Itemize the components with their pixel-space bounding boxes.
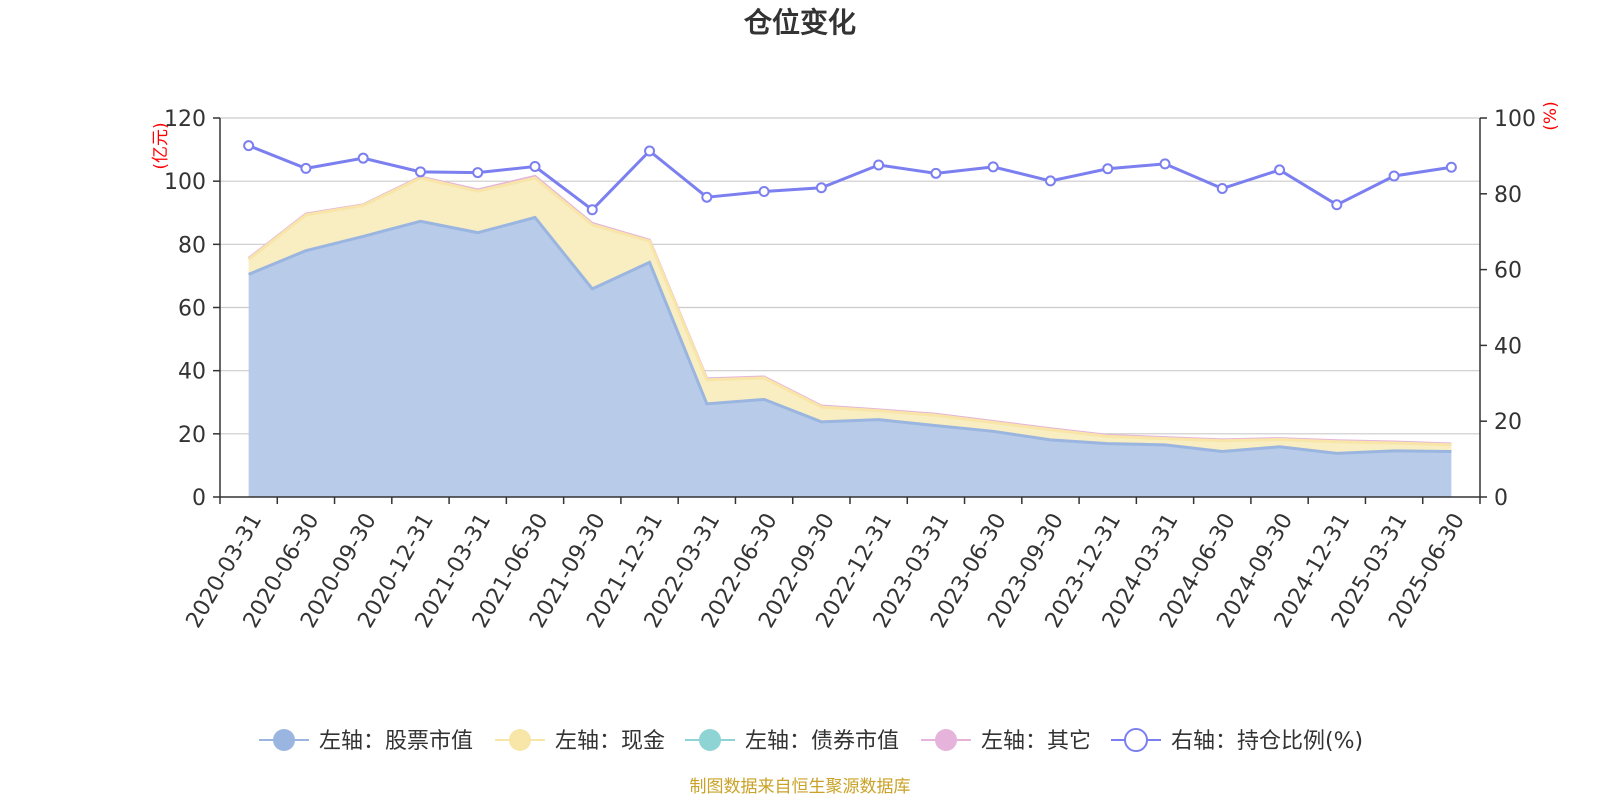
legend-marker bbox=[699, 729, 721, 751]
right-axis-tick-label: 0 bbox=[1494, 486, 1508, 511]
left-axis-tick-label: 0 bbox=[192, 486, 206, 511]
left-axis-tick-label: 60 bbox=[178, 297, 206, 322]
ratio-point bbox=[1331, 199, 1343, 211]
left-axis-tick-label: 40 bbox=[178, 360, 206, 385]
legend-label: 左轴：债券市值 bbox=[745, 729, 899, 754]
legend-item: 左轴：现金 bbox=[495, 729, 665, 754]
legend-label: 右轴：持仓比例(%) bbox=[1171, 729, 1363, 754]
right-axis-tick-label: 20 bbox=[1494, 410, 1522, 435]
ratio-point bbox=[1445, 161, 1457, 173]
legend-item: 右轴：持仓比例(%) bbox=[1111, 728, 1363, 754]
ratio-point bbox=[357, 152, 369, 164]
ratio-line-path bbox=[248, 144, 1452, 212]
legend: 左轴：股票市值 左轴：现金 左轴：债券市值 左轴：其它 右轴：持仓比例(%) bbox=[259, 728, 1363, 754]
area-edge-stock bbox=[248, 215, 1452, 455]
ratio-point bbox=[758, 186, 770, 198]
ratio-point bbox=[529, 161, 541, 173]
legend-marker bbox=[273, 729, 295, 751]
ratio-point bbox=[243, 140, 255, 152]
legend-item: 左轴：债券市值 bbox=[685, 729, 899, 754]
area-stock bbox=[248, 217, 1452, 498]
stacked-areas bbox=[247, 174, 1452, 498]
legend-label: 左轴：股票市值 bbox=[319, 729, 473, 754]
right-axis-tick-label: 60 bbox=[1494, 259, 1522, 284]
legend-marker bbox=[935, 729, 957, 751]
ratio-point bbox=[815, 182, 827, 194]
ratio-point bbox=[300, 162, 312, 174]
legend-label: 左轴：现金 bbox=[555, 729, 665, 754]
left-axis-tick-label: 120 bbox=[164, 107, 206, 132]
ratio-point bbox=[1216, 182, 1228, 194]
ratio-point bbox=[414, 166, 426, 178]
left-axis-tick-label: 100 bbox=[164, 170, 206, 195]
ratio-point bbox=[1388, 170, 1400, 182]
ratio-point bbox=[1159, 158, 1171, 170]
right-axis-unit: (%) bbox=[1541, 101, 1561, 130]
right-axis-tick-label: 80 bbox=[1494, 183, 1522, 208]
legend-label: 左轴：其它 bbox=[981, 729, 1091, 754]
ratio-point bbox=[586, 204, 598, 216]
left-axis-unit: (亿元) bbox=[151, 122, 171, 169]
ratio-point bbox=[472, 167, 484, 179]
legend-marker bbox=[1124, 728, 1148, 752]
left-axis-tick-label: 20 bbox=[178, 423, 206, 448]
ratio-line bbox=[243, 140, 1457, 216]
ratio-point bbox=[644, 145, 656, 157]
legend-item: 左轴：股票市值 bbox=[259, 729, 473, 754]
ratio-point bbox=[1102, 163, 1114, 175]
ratio-point bbox=[873, 159, 885, 171]
data-source-note: 制图数据来自恒生聚源数据库 bbox=[690, 777, 911, 797]
area-cash bbox=[248, 178, 1452, 454]
ratio-point bbox=[1274, 164, 1286, 176]
chart-title: 仓位变化 bbox=[744, 6, 856, 39]
legend-item: 左轴：其它 bbox=[921, 729, 1091, 754]
ratio-point bbox=[701, 191, 713, 203]
right-axis-tick-label: 100 bbox=[1494, 107, 1536, 132]
right-axis-tick-label: 40 bbox=[1494, 334, 1522, 359]
left-axis-tick-label: 80 bbox=[178, 233, 206, 258]
legend-marker bbox=[509, 729, 531, 751]
ratio-point bbox=[1044, 175, 1056, 187]
ratio-point bbox=[930, 167, 942, 179]
area-edge-cash bbox=[247, 176, 1452, 447]
ratio-point bbox=[987, 161, 999, 173]
